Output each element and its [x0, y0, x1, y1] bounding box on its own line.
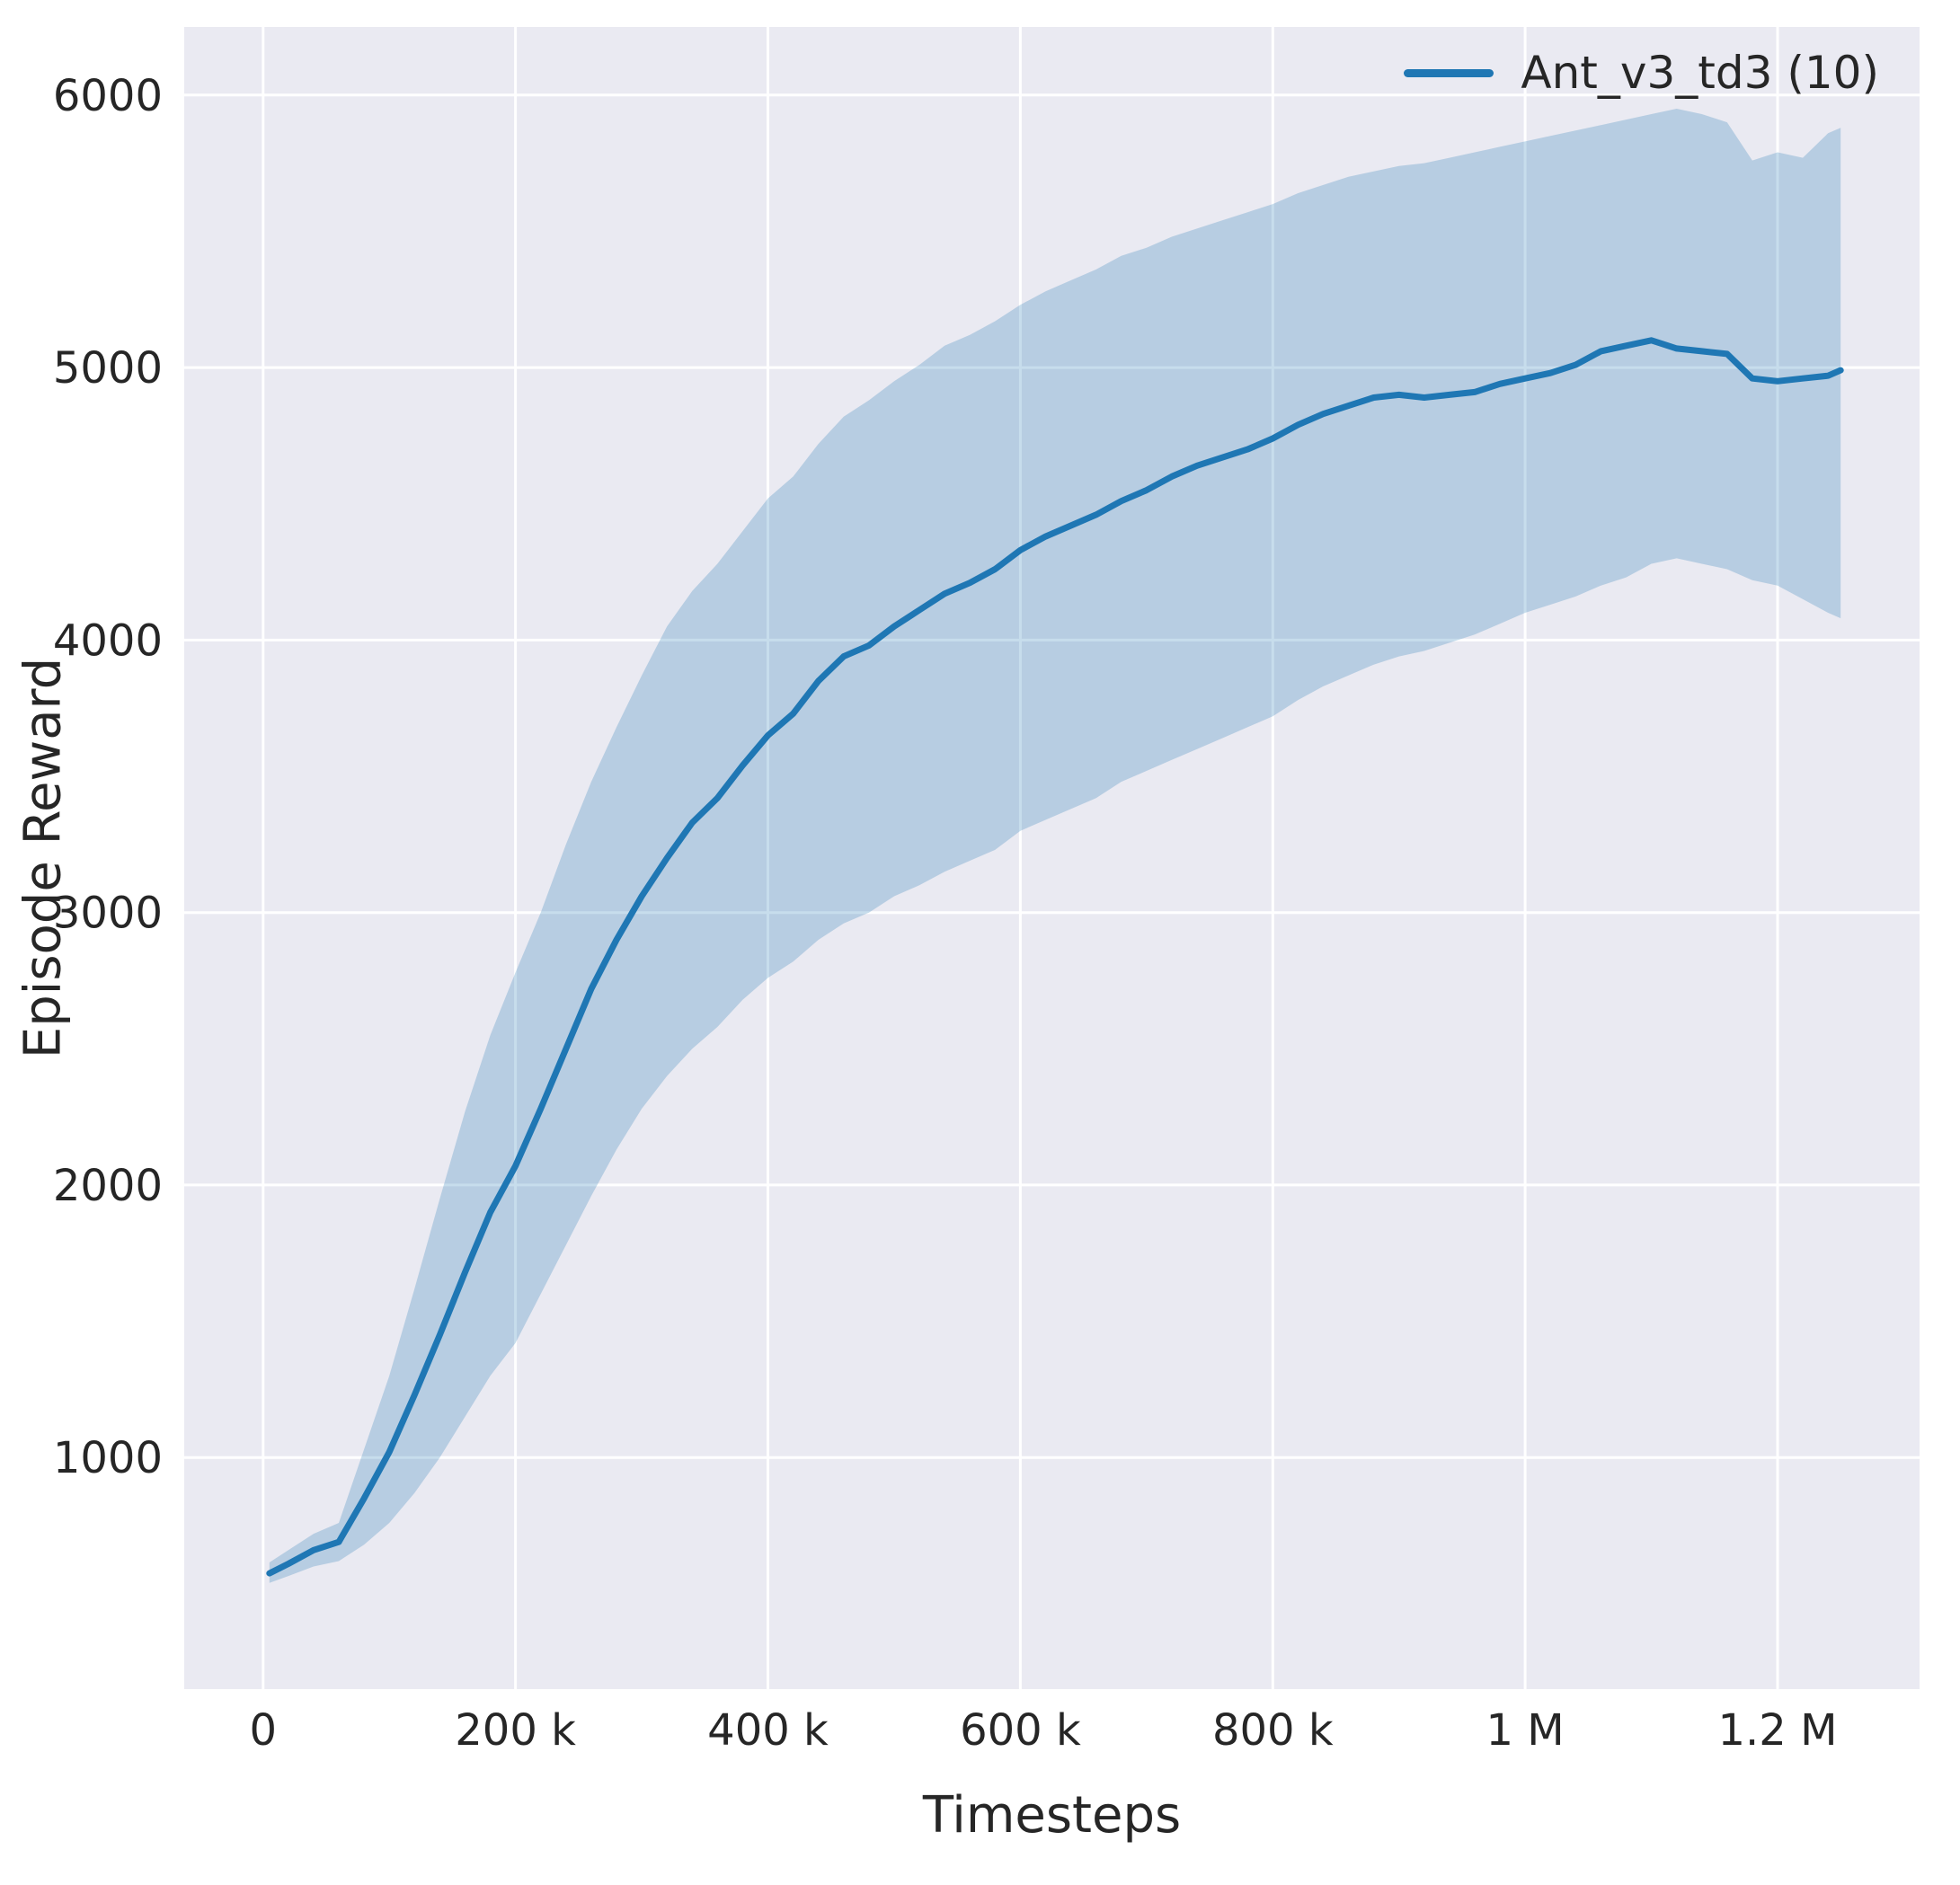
y-tick-label: 4000 — [53, 615, 163, 666]
x-tick-label: 0 — [250, 1705, 278, 1756]
legend-line-swatch — [1404, 68, 1494, 77]
legend-label: Ant_v3_td3 (10) — [1521, 47, 1879, 99]
plot-area — [184, 27, 1920, 1689]
x-tick-label: 800 k — [1212, 1705, 1334, 1756]
mean-line — [266, 337, 1844, 1577]
y-tick-label: 6000 — [53, 71, 163, 121]
y-tick-label: 5000 — [53, 343, 163, 394]
x-tick-label: 200 k — [455, 1705, 576, 1756]
legend: Ant_v3_td3 (10) — [1404, 47, 1879, 99]
y-tick-label: 2000 — [53, 1161, 163, 1211]
x-axis-label: Timesteps — [922, 1786, 1182, 1845]
confidence-band — [269, 109, 1841, 1583]
y-tick-label: 3000 — [53, 889, 163, 939]
x-tick-label: 400 k — [707, 1705, 829, 1756]
y-axis-label: Episode Reward — [13, 657, 73, 1059]
x-tick-label: 1.2 M — [1717, 1705, 1837, 1756]
x-tick-label: 600 k — [960, 1705, 1081, 1756]
x-tick-label: 1 M — [1486, 1705, 1564, 1756]
y-tick-label: 1000 — [53, 1433, 163, 1483]
